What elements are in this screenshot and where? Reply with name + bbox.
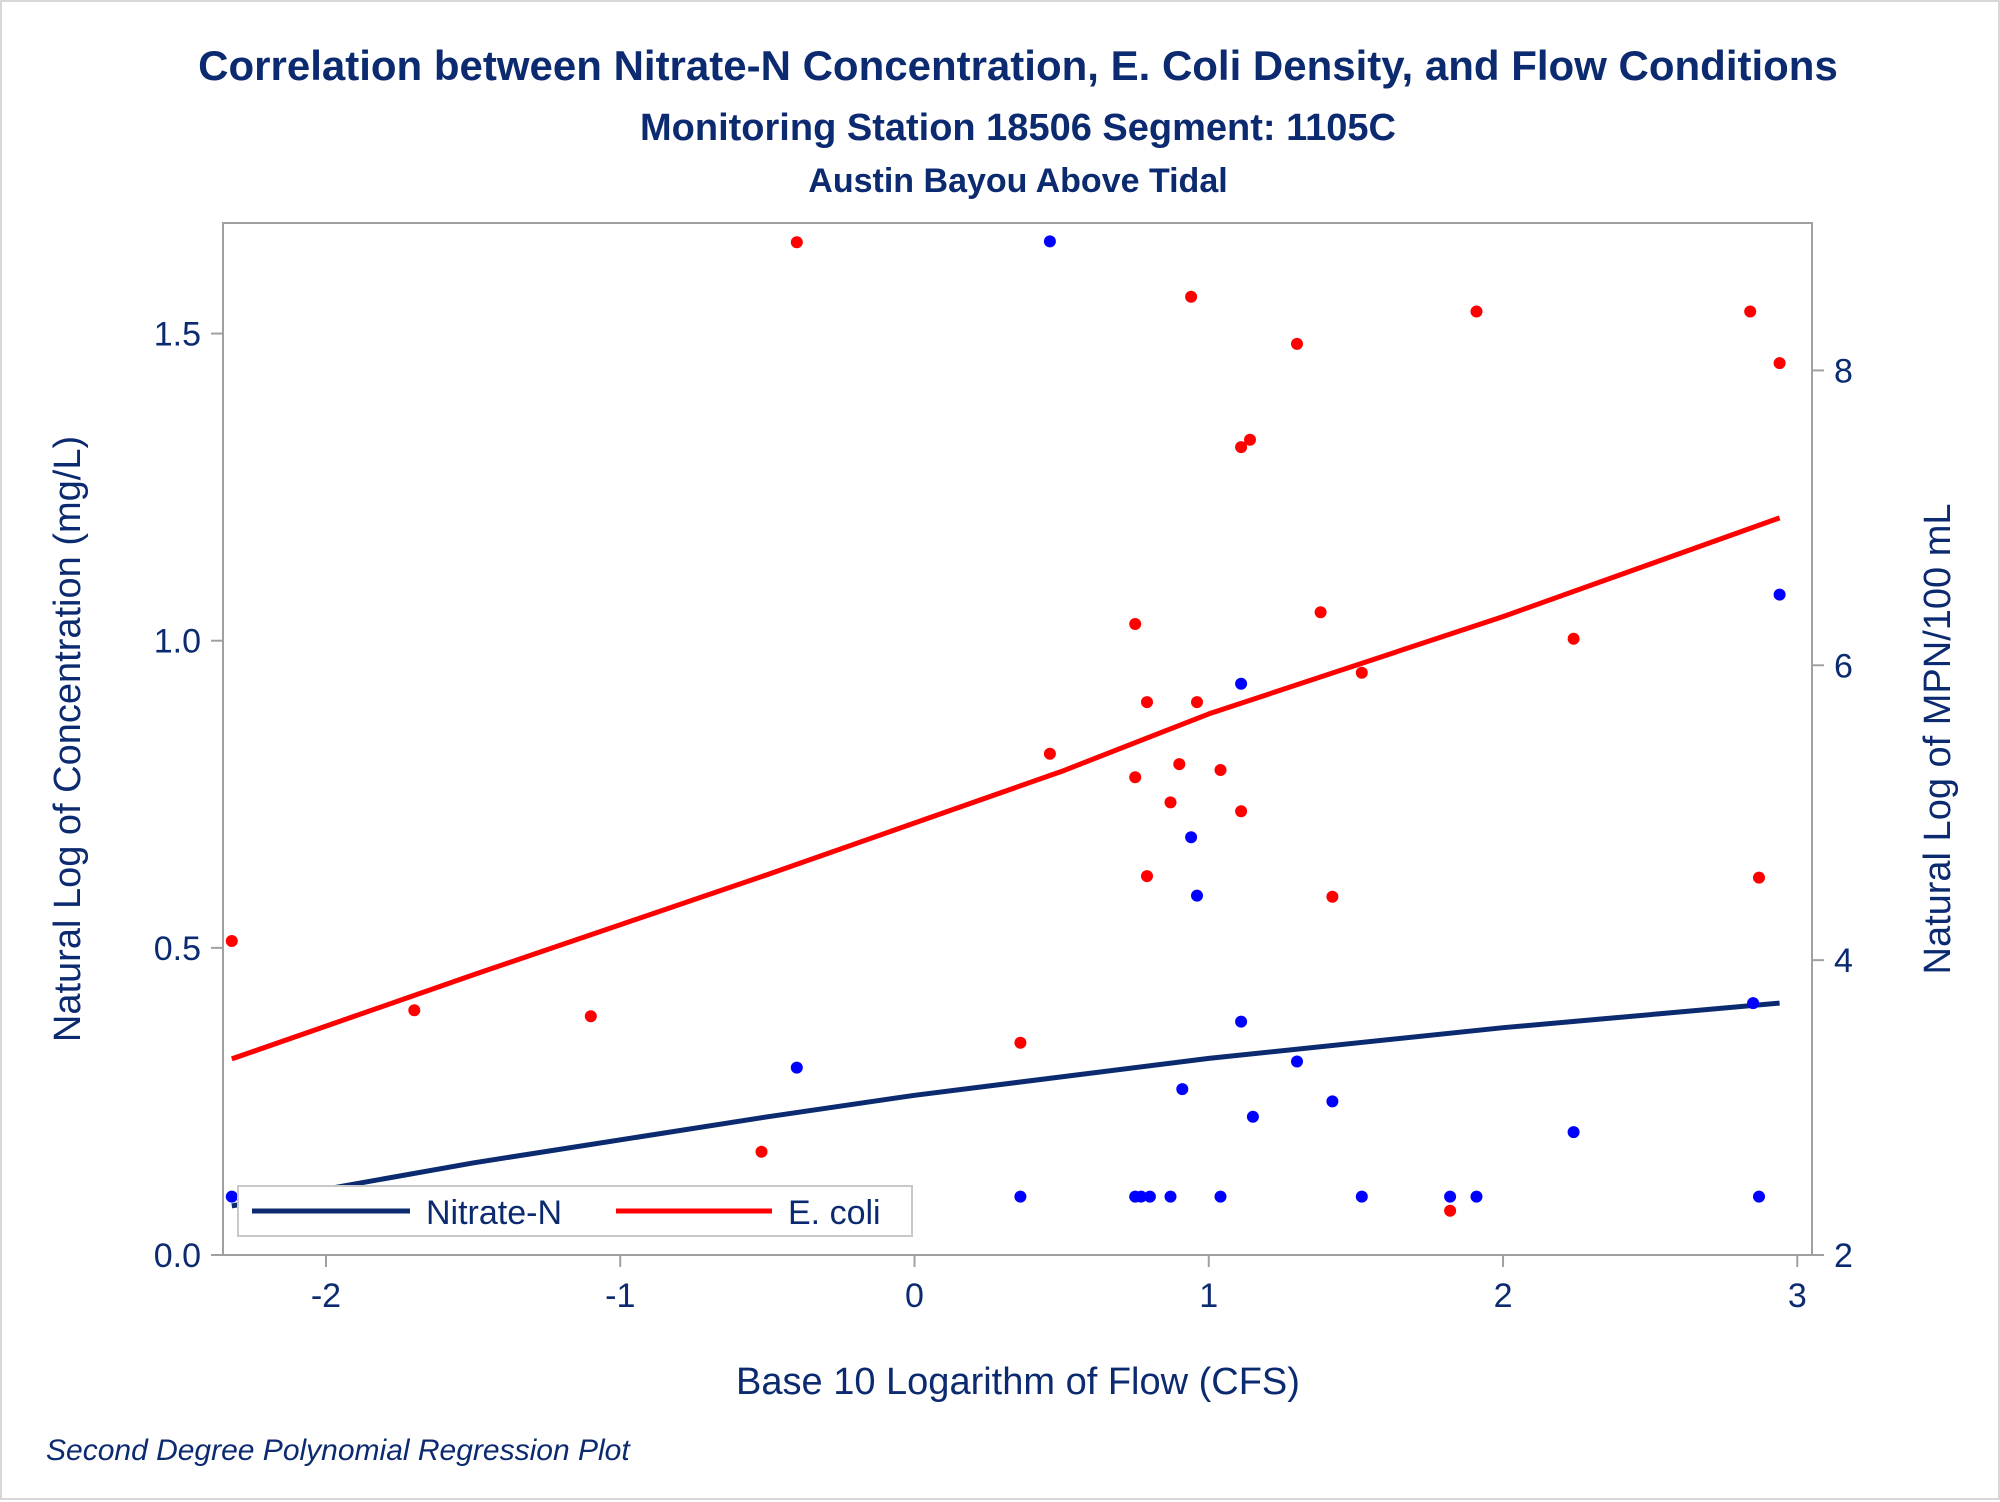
ecoli-data-point [1753, 871, 1765, 884]
legend-label-ecoli: E. coli [788, 1194, 881, 1232]
y-left-tick-label: 1.0 [154, 623, 201, 661]
nitrate-data-point [1444, 1190, 1457, 1203]
y-left-tick-label: 1.5 [154, 316, 201, 354]
x-tick-label: -2 [311, 1277, 341, 1315]
plot-area [222, 222, 1813, 1256]
nitrate-data-point [1773, 588, 1786, 601]
ecoli-data-point [1314, 606, 1327, 619]
nitrate-data-point [1326, 1095, 1339, 1108]
footnote: Second Degree Polynomial Regression Plot [46, 1434, 631, 1467]
ecoli-data-point [1191, 696, 1203, 709]
y-right-tick-label: 8 [1834, 352, 1853, 390]
ecoli-data-point [1244, 433, 1256, 446]
y-axis-left-label: Natural Log of Concentration (mg/L) [47, 436, 89, 1042]
x-tick-label: 1 [1199, 1277, 1218, 1315]
nitrate-data-point [1014, 1190, 1027, 1203]
ecoli-data-point [1129, 618, 1142, 630]
chart-title: Correlation between Nitrate-N Concentrat… [198, 42, 1838, 89]
ecoli-data-point [1014, 1036, 1027, 1049]
regression-lines [230, 515, 1781, 1209]
nitrate-data-point [1191, 889, 1203, 902]
ecoli-data-point [1326, 890, 1339, 903]
x-tick-label: 0 [905, 1277, 924, 1315]
x-axis: -2 -1 0 1 2 3 [311, 1255, 1807, 1315]
ecoli-data-point [1744, 305, 1757, 318]
ecoli-data-point [755, 1145, 768, 1158]
y-left-tick-label: 0.0 [154, 1237, 201, 1275]
y-right-tick-label: 4 [1834, 942, 1853, 980]
nitrate-data-point [1143, 1190, 1156, 1203]
nitrate-data-point [1164, 1190, 1177, 1203]
nitrate-data-point [1291, 1055, 1303, 1068]
ecoli-data-point [1355, 666, 1368, 679]
nitrate-data-point [1214, 1190, 1227, 1203]
nitrate-data-point [1176, 1083, 1189, 1096]
nitrate-data-point [1747, 997, 1760, 1010]
legend: Nitrate-N E. coli [237, 1185, 913, 1237]
nitrate-data-point [1235, 677, 1248, 690]
ecoli-data-point [408, 1004, 421, 1017]
legend-label-nitrate: Nitrate-N [426, 1194, 562, 1232]
ecoli-data-point [1185, 290, 1198, 303]
ecoli-data-point [1043, 747, 1056, 760]
nitrate-data-point [1246, 1110, 1259, 1123]
nitrate-data-point [225, 1190, 238, 1203]
y-right-tick-label: 2 [1834, 1237, 1853, 1275]
nitrate-data-point [1135, 1190, 1148, 1203]
ecoli-regression-line [230, 515, 1781, 1062]
ecoli-data-point [1129, 771, 1142, 784]
y-right-tick-label: 6 [1834, 647, 1853, 685]
nitrate-data-point [1235, 1015, 1248, 1028]
x-tick-label: -1 [605, 1277, 635, 1315]
ecoli-data-point [1235, 441, 1248, 454]
nitrate-data-point [790, 1061, 803, 1074]
ecoli-data-point [1173, 758, 1186, 771]
y-axis-right-label: Natural Log of MPN/100 mL [1917, 503, 1959, 974]
x-tick-label: 3 [1788, 1277, 1807, 1315]
ecoli-data-point [1567, 632, 1580, 645]
y-axis-right: 2 4 6 8 [1812, 352, 1853, 1275]
ecoli-data-point [1470, 305, 1483, 318]
nitrate-data-point [1753, 1190, 1765, 1203]
y-axis-left: 0.0 0.5 1.0 1.5 [154, 316, 223, 1275]
nitrate-data-point [1567, 1126, 1580, 1139]
nitrate-regression-line [231, 1000, 1780, 1209]
nitrate-data-point [1355, 1190, 1368, 1203]
nitrate-data-point [1043, 235, 1056, 248]
ecoli-data-point [1141, 870, 1153, 883]
ecoli-data-point [1773, 357, 1786, 370]
ecoli-data-point [790, 236, 803, 249]
x-tick-label: 2 [1494, 1277, 1513, 1315]
x-axis-label: Base 10 Logarithm of Flow (CFS) [736, 1361, 1300, 1403]
nitrate-data-point [1185, 831, 1198, 844]
ecoli-data-point [1291, 337, 1303, 350]
ecoli-data-point [225, 935, 238, 947]
ecoli-data-point [1214, 764, 1227, 776]
y-left-tick-label: 0.5 [154, 930, 201, 968]
nitrate-data-point [1470, 1190, 1483, 1203]
ecoli-data-point [1141, 696, 1153, 709]
ecoli-data-point [1444, 1204, 1457, 1217]
chart-subtitle-2: Austin Bayou Above Tidal [808, 162, 1227, 200]
ecoli-data-point [1235, 805, 1248, 818]
ecoli-data-point [1164, 796, 1177, 809]
chart-subtitle: Monitoring Station 18506 Segment: 1105C [640, 107, 1396, 149]
ecoli-data-point [584, 1010, 597, 1023]
